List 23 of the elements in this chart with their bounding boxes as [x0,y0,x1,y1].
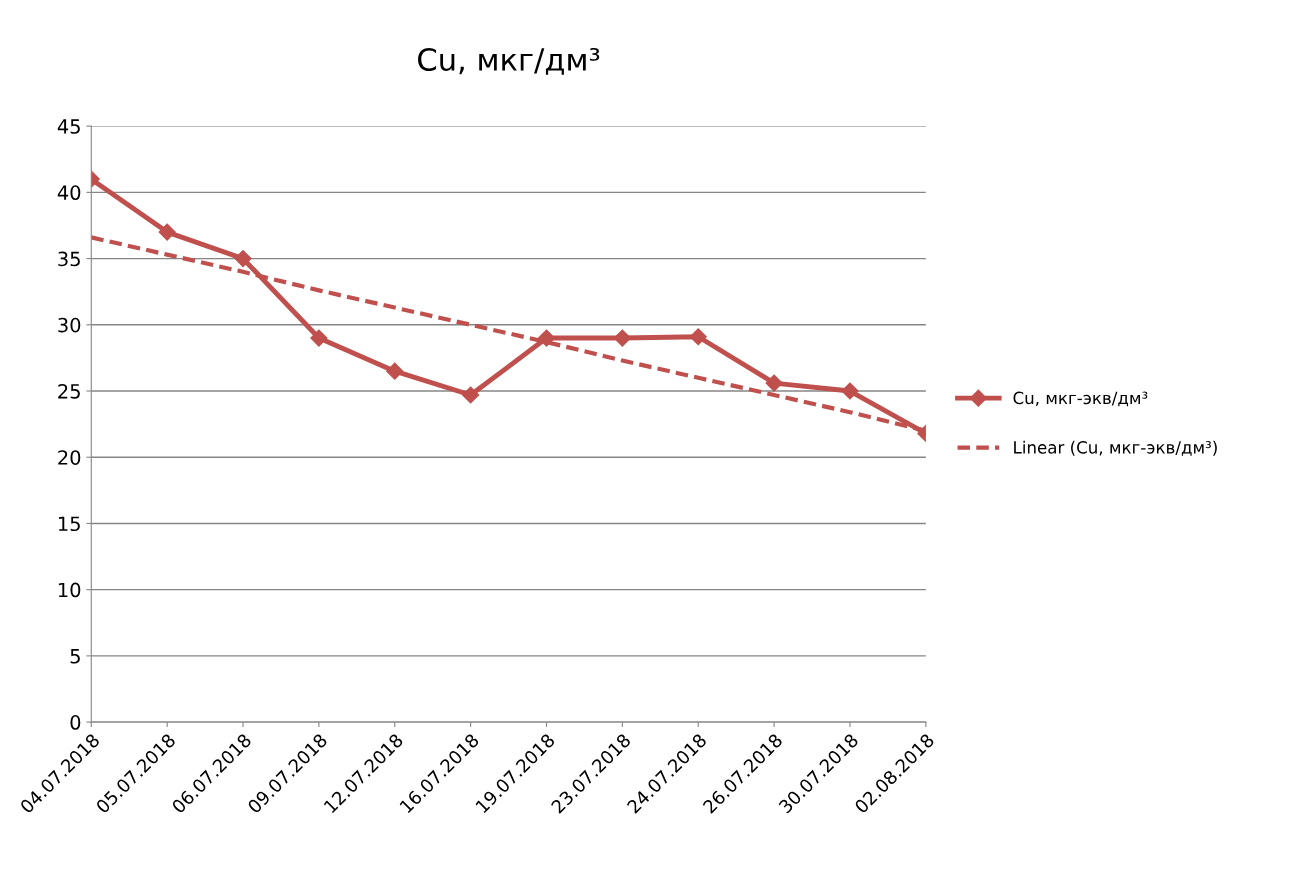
y-tick-label: 15 [58,516,80,532]
point [386,362,404,380]
y-tick-label: 30 [58,317,81,333]
point [310,329,328,347]
point [537,329,556,347]
y-tick-label: 35 [58,251,80,267]
legend-label: Linear (Cu, мкг-экв/дм³) [1014,440,1217,456]
y-tick-label: 5 [70,649,80,664]
point [613,329,631,347]
point [765,374,783,392]
chart-title: Cu, мкг/дм³ [418,47,600,75]
y-tick-label: 0 [70,715,81,730]
point [462,386,480,404]
y-tick-label: 20 [58,450,81,465]
y-tick-label: 25 [58,383,80,399]
point [689,328,707,346]
y-tick-label: 45 [57,119,80,134]
point [234,250,252,268]
y-tick-label: 40 [57,185,81,201]
point [158,223,176,241]
point [841,382,859,400]
y-tick-label: 10 [58,582,81,598]
legend-label: Cu, мкг-экв/дм³ [1013,391,1148,407]
